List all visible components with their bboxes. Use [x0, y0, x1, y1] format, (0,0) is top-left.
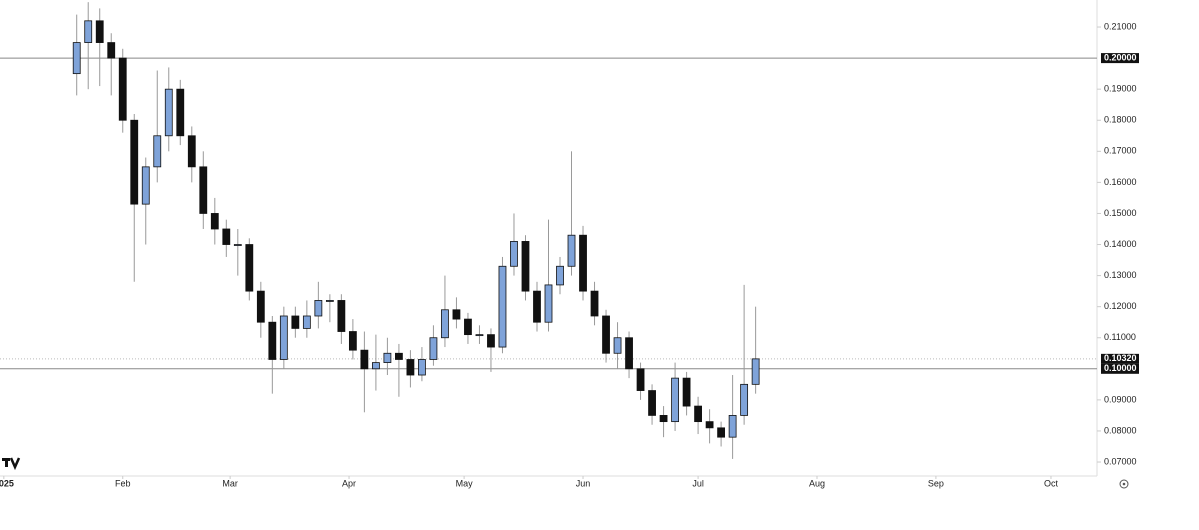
- tv-logo: [2, 457, 21, 471]
- candle-body: [210, 213, 219, 230]
- candle-body: [268, 321, 277, 360]
- y-tick-label: 0.15000: [1104, 208, 1137, 218]
- candle-body: [256, 290, 265, 323]
- candle-body: [84, 20, 93, 43]
- candle-body: [648, 390, 656, 416]
- settings-icon[interactable]: [1119, 479, 1129, 489]
- candle-body: [130, 119, 139, 205]
- x-tick-label: Jun: [576, 478, 591, 488]
- candle-body: [337, 300, 346, 332]
- candle-body: [418, 359, 426, 376]
- candle-body: [636, 368, 645, 391]
- x-tick-label: Feb: [115, 478, 131, 488]
- candle-body: [717, 427, 726, 438]
- candle-body: [579, 234, 587, 292]
- y-tick-label: 0.07000: [1104, 456, 1137, 466]
- candle-body: [153, 135, 162, 168]
- candle-body: [395, 352, 403, 360]
- level-label: 0.20000: [1104, 52, 1137, 62]
- candle-body: [279, 315, 288, 360]
- y-tick-label: 0.16000: [1104, 177, 1137, 187]
- candle-body: [521, 241, 530, 292]
- x-tick-label: Jul: [692, 478, 704, 488]
- candle-body: [682, 377, 691, 407]
- candle-body: [371, 362, 380, 370]
- x-tick-label: Mar: [222, 478, 238, 488]
- x-tick-label: 2025: [0, 478, 14, 488]
- candle-body: [245, 244, 254, 292]
- y-tick-label: 0.11000: [1104, 332, 1136, 342]
- candle-body: [625, 337, 633, 370]
- candle-body: [694, 405, 702, 423]
- candle-body: [533, 290, 541, 323]
- candle-body: [222, 228, 231, 245]
- candle-body: [659, 415, 668, 423]
- candle-body: [164, 88, 173, 137]
- candle-body: [348, 331, 357, 351]
- candle-body: [141, 166, 150, 205]
- candle-body: [487, 334, 495, 348]
- candle-body: [233, 244, 242, 246]
- candle-body: [567, 234, 576, 267]
- level-box: [1101, 53, 1139, 64]
- candle-body: [291, 315, 300, 329]
- settings-icon-dot: [1122, 482, 1126, 486]
- level-label: 0.10000: [1104, 363, 1137, 373]
- candle-body: [72, 42, 81, 75]
- candle-body: [314, 300, 323, 317]
- candle-body: [95, 20, 104, 43]
- logo-v: [9, 457, 21, 471]
- candle-body: [360, 349, 369, 370]
- candle-body: [429, 337, 438, 360]
- candle-body: [751, 358, 760, 385]
- y-tick-label: 0.13000: [1104, 270, 1137, 280]
- candle-body: [107, 42, 116, 59]
- candle-body: [441, 309, 449, 339]
- logo-stem: [5, 458, 8, 467]
- last-price-box: [1101, 353, 1139, 364]
- candle-body: [602, 315, 610, 354]
- y-tick-label: 0.17000: [1104, 146, 1137, 156]
- candle-body: [406, 359, 415, 376]
- candle-body: [556, 265, 564, 286]
- candle-body: [302, 315, 311, 329]
- candle-body: [176, 88, 185, 137]
- candle-body: [590, 290, 599, 317]
- y-tick-label: 0.19000: [1104, 84, 1137, 94]
- candle-body: [728, 415, 737, 438]
- candle-body: [475, 334, 484, 337]
- y-tick-label: 0.08000: [1104, 425, 1137, 435]
- last-price-label: 0.10320: [1104, 353, 1137, 363]
- x-tick-label: Oct: [1044, 478, 1059, 488]
- candle-body: [498, 265, 507, 348]
- y-tick-label: 0.12000: [1104, 301, 1137, 311]
- candle-body: [671, 377, 679, 423]
- candle-body: [325, 300, 334, 302]
- candle-body: [187, 135, 196, 168]
- y-tick-label: 0.21000: [1104, 21, 1137, 31]
- x-tick-label: Apr: [342, 478, 356, 488]
- candle-body: [118, 57, 127, 121]
- x-tick-label: Aug: [809, 478, 825, 488]
- candle-body: [510, 241, 518, 267]
- x-tick-label: Sep: [928, 478, 944, 488]
- level-box: [1101, 363, 1139, 374]
- candle-body: [613, 337, 622, 354]
- candle-body: [740, 383, 749, 416]
- candle-body: [705, 421, 714, 429]
- y-tick-label: 0.18000: [1104, 115, 1137, 125]
- candle-body: [199, 166, 208, 214]
- candle-body: [464, 318, 472, 336]
- x-tick-label: May: [456, 478, 474, 488]
- y-tick-label: 0.14000: [1104, 239, 1137, 249]
- y-tick-label: 0.09000: [1104, 394, 1137, 404]
- candle-body: [452, 309, 461, 320]
- candle-body: [544, 284, 553, 323]
- candle-body: [383, 352, 392, 363]
